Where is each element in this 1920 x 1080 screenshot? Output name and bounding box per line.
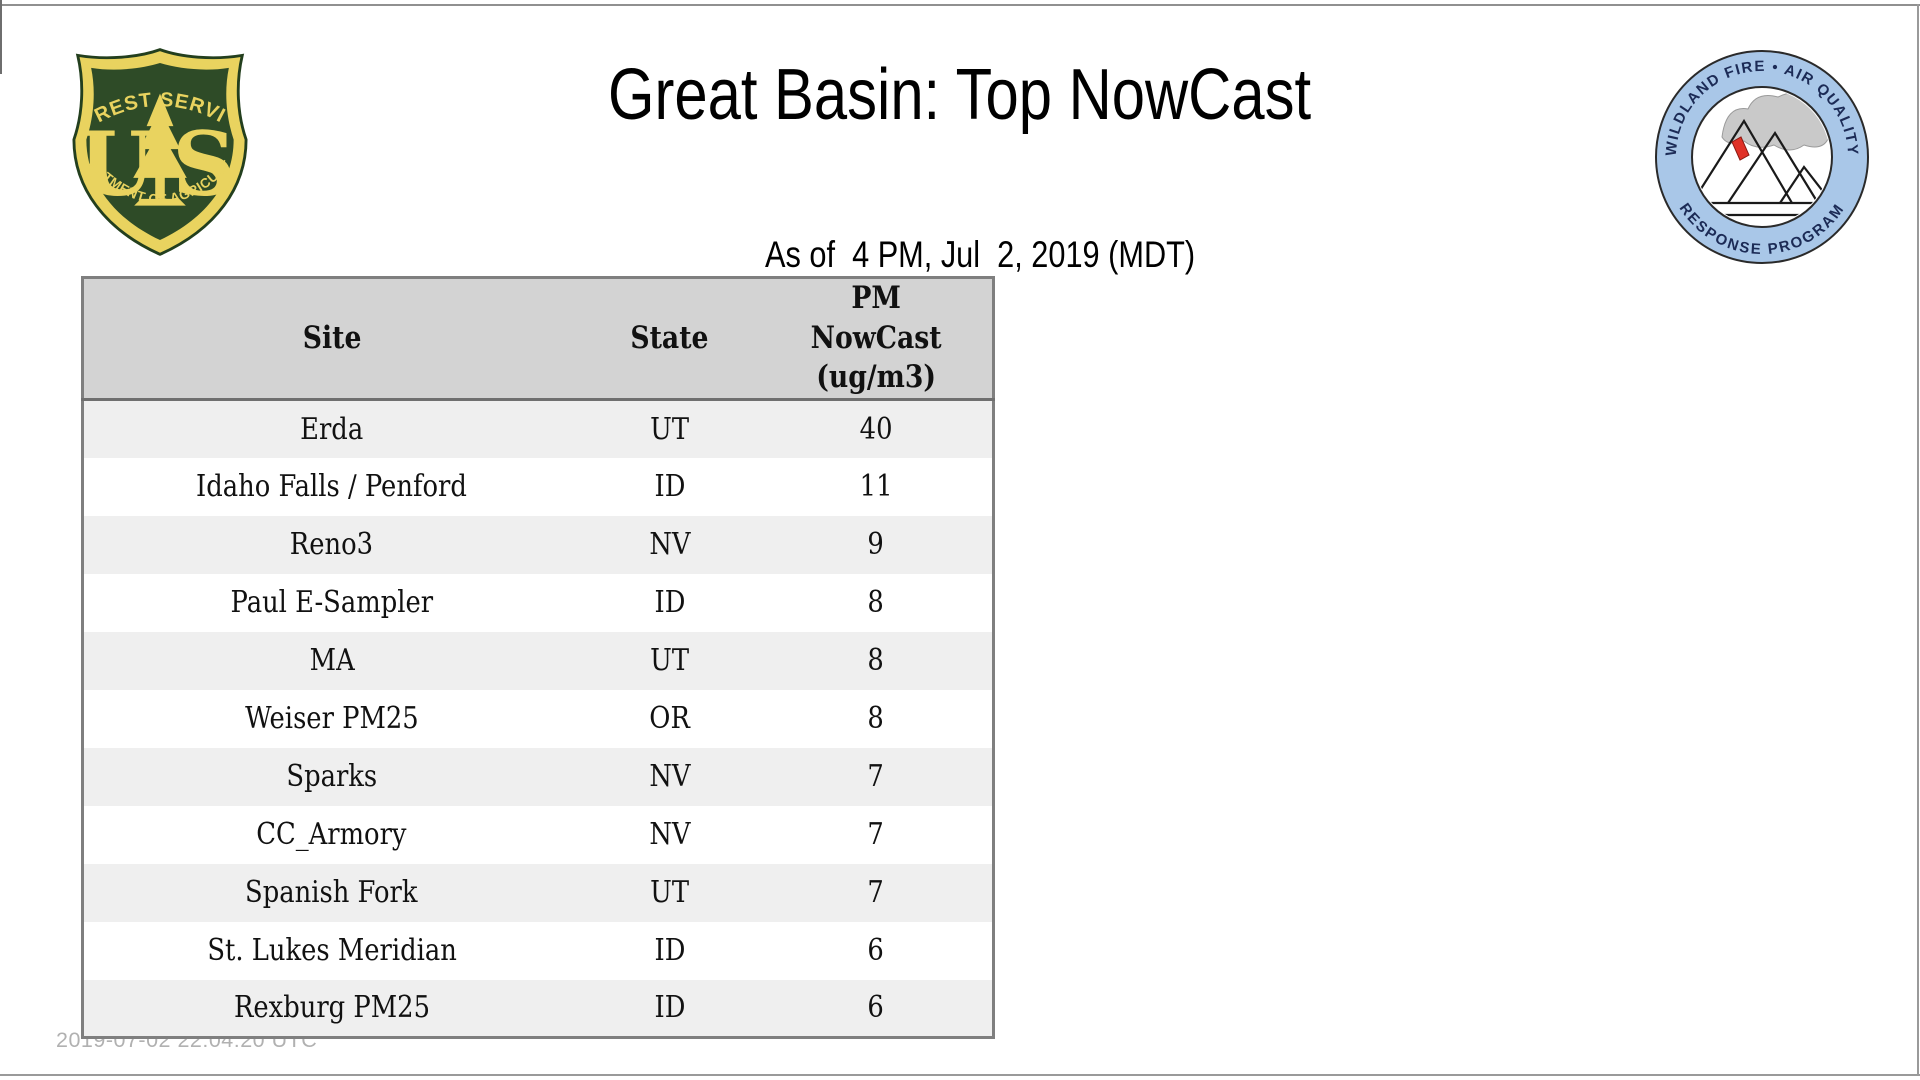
state-cell: OR (649, 701, 690, 737)
column-header-state: State (579, 277, 760, 402)
table-row: CC_Armory NV 7 (82, 805, 994, 864)
table-row: Weiser PM25 OR 8 (82, 689, 994, 748)
site-cell: MA (309, 643, 355, 679)
site-cell: Erda (300, 411, 364, 447)
pine-tree-icon (133, 93, 187, 206)
table-row: Sparks NV 7 (82, 747, 994, 806)
value-cell: 7 (867, 875, 884, 911)
value-cell: 9 (867, 527, 884, 563)
forest-service-logo: FOREST SERVICE U S DEPARTMENT OF AGRICUL… (64, 42, 248, 256)
page-title-text: Great Basin: Top NowCast (608, 55, 1312, 135)
table-row: MA UT 8 (82, 631, 994, 690)
nowcast-table-container: Site State PM NowCast (ug/m3) Erda UT 40… (81, 276, 995, 1040)
value-cell: 7 (867, 817, 884, 853)
site-cell: Weiser PM25 (244, 701, 419, 737)
site-cell: CC_Armory (256, 817, 407, 853)
site-cell: Paul E-Sampler (230, 585, 434, 621)
site-cell: Reno3 (290, 527, 374, 563)
air-quality-program-logo: WILDLAND FIRE • AIR QUALITY RESPONSE PRO… (1655, 50, 1869, 264)
table-row: St. Lukes Meridian ID 6 (82, 921, 994, 980)
table-row: Idaho Falls / Penford ID 11 (82, 457, 994, 516)
state-cell: NV (648, 817, 691, 853)
table-header-row: Site State PM NowCast (ug/m3) (82, 277, 994, 402)
column-header-site: Site (82, 277, 580, 402)
nowcast-table: Site State PM NowCast (ug/m3) Erda UT 40… (81, 276, 995, 1040)
page-subtitle-text: As of 4 PM, Jul 2, 2019 (MDT) (765, 234, 1196, 275)
value-cell: 6 (867, 933, 884, 969)
site-cell: Sparks (286, 759, 378, 795)
state-cell: UT (650, 875, 689, 911)
site-cell: Rexburg PM25 (233, 990, 430, 1026)
page-subtitle: As of 4 PM, Jul 2, 2019 (MDT) (0, 192, 1920, 318)
value-cell: 8 (867, 643, 884, 679)
value-cell: 7 (867, 759, 884, 795)
state-cell: ID (654, 933, 685, 969)
page-border-right (1917, 4, 1919, 1076)
value-cell: 8 (867, 585, 884, 621)
state-cell: ID (654, 585, 685, 621)
table-row: Paul E-Sampler ID 8 (82, 573, 994, 632)
column-header-pm-nowcast: PM NowCast (ug/m3) (759, 277, 994, 402)
state-cell: UT (650, 411, 689, 447)
page-border-left (0, 0, 2, 74)
fs-letter-s: S (172, 112, 236, 216)
value-cell: 8 (867, 701, 884, 737)
value-cell: 6 (867, 990, 884, 1026)
state-cell: ID (654, 990, 685, 1026)
site-cell: Spanish Fork (245, 875, 418, 911)
state-cell: NV (648, 527, 691, 563)
flame-icon (1731, 136, 1750, 161)
site-cell: Idaho Falls / Penford (196, 469, 468, 505)
value-cell: 40 (859, 411, 893, 447)
page-border-bottom (0, 1074, 1920, 1076)
table-row: Reno3 NV 9 (82, 515, 994, 574)
site-cell: St. Lukes Meridian (206, 933, 457, 969)
table-row: Rexburg PM25 ID 6 (82, 979, 994, 1038)
state-cell: UT (650, 643, 689, 679)
page-border-top (0, 4, 1920, 6)
state-cell: NV (648, 759, 691, 795)
state-cell: ID (654, 469, 685, 505)
table-row: Erda UT 40 (82, 399, 994, 458)
generation-timestamp: 2019-07-02 22:04:20 UTC (56, 1028, 318, 1052)
value-cell: 11 (859, 469, 893, 505)
table-row: Spanish Fork UT 7 (82, 863, 994, 922)
page-title: Great Basin: Top NowCast (0, 55, 1920, 135)
